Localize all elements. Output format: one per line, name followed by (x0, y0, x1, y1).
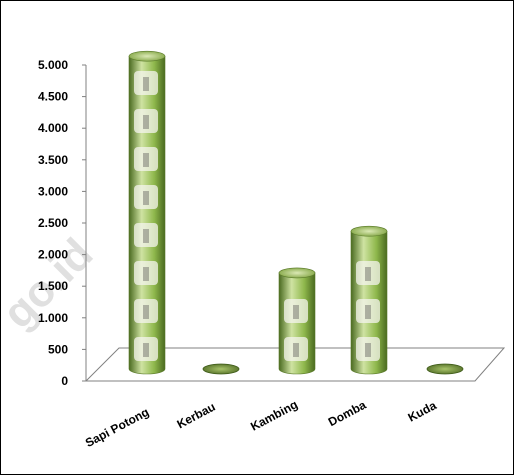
y-tick-label: 5.000 (38, 58, 68, 72)
y-tick-label: 3.500 (38, 153, 68, 167)
bar (278, 267, 316, 375)
y-tick-label: 1.500 (38, 279, 68, 293)
x-tick-label: Kerbau (175, 400, 218, 432)
bar-texture-shadow (365, 267, 371, 281)
x-tick-label: Kambing (248, 397, 300, 433)
y-tick-label: 4.000 (38, 121, 68, 135)
x-tick-label: Sapi Potong (83, 405, 151, 450)
bar (350, 225, 388, 375)
y-tick-label: 1.000 (38, 311, 68, 325)
x-tick-label: Kuda (406, 398, 439, 425)
x-axis-labels: Sapi Potong Kerbau Kambing Domba Kuda (83, 397, 439, 450)
y-axis: 0 500 1.000 1.500 2.000 2.500 3.000 3.500 4.000 4… (38, 58, 87, 388)
y-tick-label: 2.000 (38, 248, 68, 262)
bar-texture-shadow (293, 305, 299, 319)
x-tick-label: Domba (326, 398, 369, 430)
bar (128, 50, 166, 375)
bar-top-cap (278, 267, 316, 279)
y-tick-label: 2.500 (38, 216, 68, 230)
bar-texture-shadow (143, 115, 149, 129)
bar-top-cap (350, 225, 388, 237)
bar-body (128, 55, 166, 375)
bars-layer (128, 50, 464, 375)
bar-texture-shadow (143, 267, 149, 281)
bar-zero-disc (202, 363, 240, 375)
bar-texture-shadow (365, 343, 371, 357)
chart-floor (84, 347, 506, 382)
y-tick-label: 500 (48, 342, 68, 356)
bar-texture-shadow (143, 77, 149, 91)
bar (426, 363, 464, 375)
bar-zero-disc (426, 363, 464, 375)
bar-texture-shadow (143, 153, 149, 167)
bar-texture-shadow (143, 305, 149, 319)
bar-top-cap (128, 50, 166, 62)
bar-texture-shadow (143, 191, 149, 205)
bar-texture-shadow (143, 343, 149, 357)
bar-texture-shadow (293, 343, 299, 357)
bar-texture-shadow (143, 229, 149, 243)
y-tick-label: 0 (61, 374, 68, 388)
y-tick-label: 4.500 (38, 90, 68, 104)
y-tick-label: 3.000 (38, 184, 68, 198)
floor-outline (84, 347, 506, 382)
bar (202, 363, 240, 375)
bar-texture-shadow (365, 305, 371, 319)
